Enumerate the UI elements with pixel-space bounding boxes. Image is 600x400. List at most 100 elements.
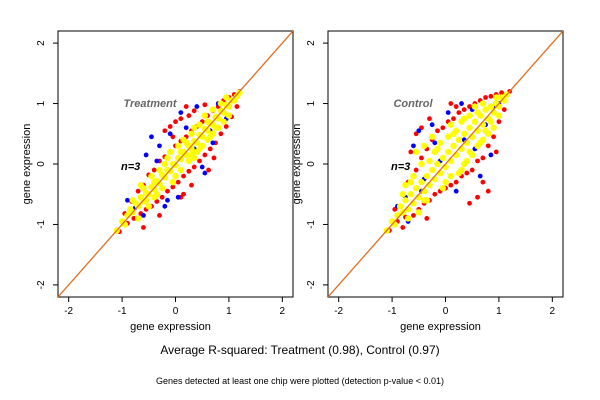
data-point xyxy=(477,173,483,179)
data-point xyxy=(440,125,446,131)
data-point xyxy=(460,160,468,168)
data-point xyxy=(471,103,479,110)
data-point xyxy=(220,118,227,125)
data-point xyxy=(410,172,417,180)
data-point xyxy=(426,157,433,165)
data-point xyxy=(178,116,184,122)
data-point xyxy=(479,136,487,144)
panel-title: Control xyxy=(393,98,433,110)
x-tick-label: 1 xyxy=(496,306,502,317)
x-axis-label: gene expression xyxy=(400,321,481,333)
data-point xyxy=(234,104,240,109)
data-point xyxy=(177,166,185,174)
data-point xyxy=(485,143,491,149)
data-point xyxy=(436,139,444,147)
data-point xyxy=(210,140,216,146)
data-point xyxy=(145,203,152,210)
data-point xyxy=(493,94,500,101)
data-point xyxy=(415,209,422,216)
data-point xyxy=(399,191,406,198)
data-point xyxy=(488,93,494,99)
data-point xyxy=(135,188,141,194)
data-point xyxy=(157,143,162,149)
data-point xyxy=(455,136,463,144)
data-point xyxy=(407,178,414,186)
data-point xyxy=(400,225,406,230)
data-point xyxy=(488,152,494,158)
data-point xyxy=(407,191,414,198)
x-tick-label: 2 xyxy=(280,306,286,317)
data-point xyxy=(480,155,486,161)
x-tick-label: 2 xyxy=(550,306,556,317)
data-point xyxy=(188,151,195,159)
data-point xyxy=(427,116,432,122)
data-point xyxy=(183,125,189,131)
data-point xyxy=(206,167,212,173)
data-point xyxy=(467,200,472,206)
data-point xyxy=(196,145,203,153)
data-point xyxy=(204,118,211,125)
data-point xyxy=(202,102,208,108)
data-point xyxy=(442,178,449,186)
x-tick-label: -1 xyxy=(118,306,127,317)
data-point xyxy=(420,142,428,150)
y-axis-label: gene expression xyxy=(21,124,33,205)
data-point xyxy=(412,184,420,192)
y-tick-label: 1 xyxy=(306,100,317,106)
x-tick-label: 1 xyxy=(226,306,232,317)
data-point xyxy=(466,112,473,119)
data-point xyxy=(448,182,454,188)
data-point xyxy=(153,191,161,198)
data-point xyxy=(451,116,456,122)
sample-size-annotation: n=3 xyxy=(391,161,410,173)
data-point xyxy=(194,104,200,109)
x-tick-label: -2 xyxy=(334,306,343,317)
data-point xyxy=(408,149,414,155)
data-point xyxy=(445,110,451,116)
x-tick-label: -2 xyxy=(64,306,73,317)
caption-detection-note: Genes detected at least one chip were pl… xyxy=(156,376,444,386)
data-point xyxy=(180,136,187,144)
data-point xyxy=(217,100,225,107)
data-point xyxy=(429,122,435,128)
data-point xyxy=(487,103,495,110)
data-point xyxy=(125,197,130,203)
data-point xyxy=(186,168,192,174)
data-point xyxy=(150,178,158,186)
data-point xyxy=(419,155,424,161)
y-tick-label: 0 xyxy=(306,161,317,167)
data-point xyxy=(185,157,193,165)
data-point xyxy=(466,148,473,156)
data-point xyxy=(404,215,412,222)
data-point xyxy=(471,118,479,125)
data-point xyxy=(177,155,185,163)
data-point xyxy=(460,130,468,137)
data-point xyxy=(432,140,438,146)
data-point xyxy=(202,152,208,158)
data-point xyxy=(167,124,173,129)
data-point xyxy=(161,160,169,168)
data-point xyxy=(189,182,194,188)
y-tick-label: -1 xyxy=(36,220,47,229)
data-point xyxy=(209,106,217,113)
data-point xyxy=(423,197,431,204)
data-point xyxy=(458,166,465,174)
data-point xyxy=(501,107,507,112)
data-point xyxy=(149,134,154,140)
data-point xyxy=(482,127,489,134)
data-point xyxy=(479,100,487,107)
x-tick-label: -1 xyxy=(388,306,397,317)
data-point xyxy=(495,112,503,119)
data-point xyxy=(218,131,224,137)
data-point xyxy=(236,89,243,96)
data-point xyxy=(413,167,419,173)
data-point xyxy=(461,107,467,112)
data-point xyxy=(162,128,168,134)
reference-line xyxy=(58,31,293,297)
data-point xyxy=(493,149,499,155)
data-point xyxy=(164,154,171,162)
data-point xyxy=(186,113,192,119)
data-point xyxy=(172,172,179,180)
data-point xyxy=(199,164,205,170)
data-point xyxy=(223,94,230,101)
